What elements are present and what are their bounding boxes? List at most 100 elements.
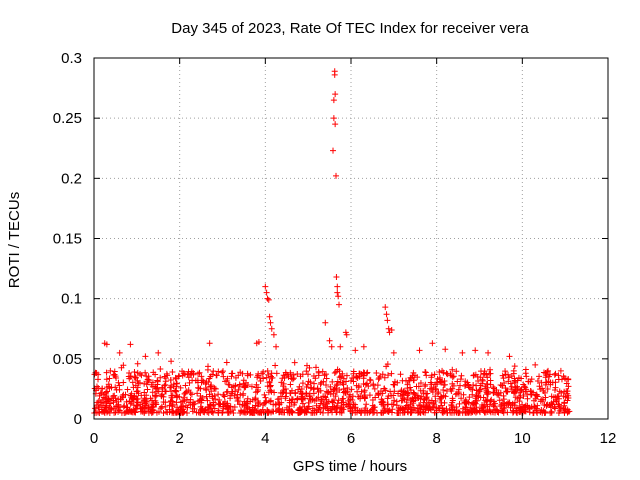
data-point: [303, 384, 310, 391]
data-point: [390, 349, 397, 356]
data-point: [203, 387, 210, 394]
data-point: [177, 384, 184, 391]
data-point: [189, 377, 196, 384]
data-point: [557, 367, 564, 374]
data-point: [284, 371, 291, 378]
data-point: [383, 311, 390, 318]
data-point: [395, 409, 402, 416]
data-point: [537, 398, 544, 405]
data-point: [205, 363, 212, 370]
data-point: [393, 402, 400, 409]
data-point: [152, 385, 159, 392]
data-point: [198, 379, 205, 386]
data-point: [432, 393, 439, 400]
data-point: [298, 396, 305, 403]
data-point: [168, 388, 175, 395]
data-point: [527, 378, 534, 385]
data-point: [257, 377, 264, 384]
y-tick-labels: 0 0.05 0.1 0.15 0.2 0.25 0.3: [53, 50, 82, 428]
data-point: [280, 383, 287, 390]
y-tick-label: 0.05: [53, 351, 82, 368]
data-point: [332, 121, 339, 128]
data-point: [464, 408, 471, 415]
data-point: [149, 389, 156, 396]
data-point: [173, 380, 180, 387]
data-point: [262, 394, 269, 401]
data-point: [519, 401, 526, 408]
data-point: [329, 399, 336, 406]
data-point: [462, 378, 469, 385]
data-point: [407, 409, 414, 416]
data-point: [311, 385, 318, 392]
data-point: [199, 395, 206, 402]
data-point: [401, 388, 408, 395]
data-point: [382, 304, 389, 311]
data-point: [237, 407, 244, 414]
data-point: [154, 377, 161, 384]
data-point: [543, 379, 550, 386]
data-point: [139, 399, 146, 406]
data-point: [563, 380, 570, 387]
data-point: [385, 372, 392, 379]
data-point: [244, 370, 251, 377]
data-point: [220, 403, 227, 410]
data-point: [388, 326, 395, 333]
data-point: [530, 409, 537, 416]
y-tick-label: 0.3: [61, 50, 82, 67]
data-point: [561, 399, 568, 406]
y-tick-label: 0.15: [53, 231, 82, 248]
data-point: [370, 404, 377, 411]
data-point: [538, 379, 545, 386]
data-point: [500, 375, 507, 382]
data-point: [343, 372, 350, 379]
data-point: [266, 313, 273, 320]
data-point: [421, 403, 428, 410]
data-point: [225, 408, 232, 415]
data-point: [462, 381, 469, 388]
data-point: [364, 380, 371, 387]
data-point: [423, 395, 430, 402]
data-point: [459, 349, 466, 356]
data-point: [124, 404, 131, 411]
data-point: [215, 391, 222, 398]
data-point: [116, 382, 123, 389]
data-point: [333, 382, 340, 389]
data-point: [121, 402, 128, 409]
data-point: [360, 343, 367, 350]
data-point: [541, 409, 548, 416]
data-point: [297, 409, 304, 416]
data-point: [220, 373, 227, 380]
data-point: [436, 405, 443, 412]
data-point: [148, 381, 155, 388]
data-point: [388, 370, 395, 377]
data-point: [330, 97, 337, 104]
data-point: [343, 331, 350, 338]
data-point: [331, 385, 338, 392]
data-point: [320, 378, 327, 385]
data-point: [102, 395, 109, 402]
data-point: [378, 401, 385, 408]
data-point: [431, 371, 438, 378]
data-point: [120, 362, 127, 369]
data-point: [116, 349, 123, 356]
data-point: [494, 407, 501, 414]
data-point: [343, 378, 350, 385]
data-point: [334, 366, 341, 373]
data-point: [414, 392, 421, 399]
data-point: [184, 371, 191, 378]
data-point: [495, 392, 502, 399]
data-point: [315, 394, 322, 401]
data-point: [428, 374, 435, 381]
data-point: [191, 405, 198, 412]
data-point: [414, 374, 421, 381]
data-point: [472, 347, 479, 354]
data-point: [439, 407, 446, 414]
data-point: [273, 370, 280, 377]
data-point: [377, 373, 384, 380]
data-point: [235, 372, 242, 379]
data-point: [405, 403, 412, 410]
data-point: [532, 361, 539, 368]
data-point: [500, 396, 507, 403]
data-point: [155, 349, 162, 356]
data-point: [384, 401, 391, 408]
